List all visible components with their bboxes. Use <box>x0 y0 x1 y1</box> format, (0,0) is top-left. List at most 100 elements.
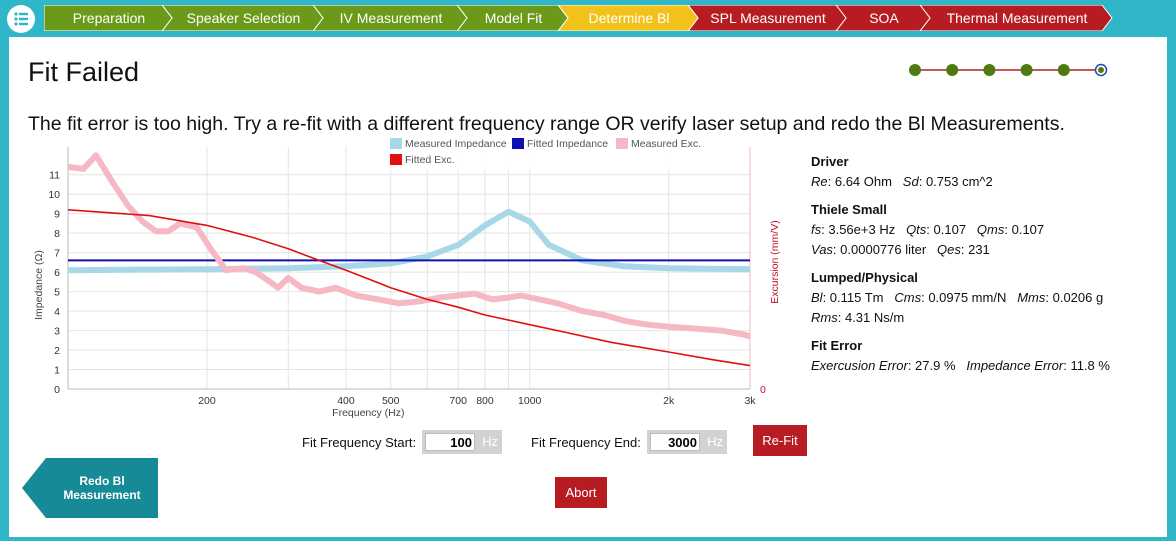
cms-value: 0.0975 mm/N <box>928 290 1007 305</box>
x-tick-label: 3k <box>744 395 756 407</box>
redo-bl-label-line2: Measurement <box>63 488 141 502</box>
step-progress-indicator <box>909 63 1108 77</box>
fit-start-input[interactable] <box>425 433 475 451</box>
y-axis-label: Impedance (Ω) <box>33 250 45 320</box>
y-tick-label: 8 <box>54 228 60 240</box>
x-tick-label: 700 <box>449 395 467 407</box>
x-tick-label: 800 <box>476 395 494 407</box>
y-tick-label: 7 <box>54 248 60 260</box>
progress-dot-done <box>983 64 996 76</box>
lumped-row-2: Rms: 4.31 Ns/m <box>811 310 905 325</box>
list-menu-icon <box>14 12 28 26</box>
y2-tick-label: 0 <box>760 384 766 396</box>
step-label: Preparation <box>72 10 146 26</box>
fit-start-field: Hz <box>422 430 502 454</box>
page-title: Fit Failed <box>28 57 140 87</box>
qts-value: 0.107 <box>933 222 967 237</box>
y-tick-label: 5 <box>54 287 60 299</box>
sd-value: 0.753 cm^2 <box>925 174 993 189</box>
series-line-measured-impedance <box>68 208 750 274</box>
rms-value: 4.31 Ns/m <box>844 310 905 325</box>
series-line-fitted-exc- <box>68 209 750 367</box>
step-label: IV Measurement <box>339 10 443 26</box>
fit-end-label: Fit Frequency End: <box>531 435 641 450</box>
step-label: Thermal Measurement <box>946 10 1088 26</box>
thiele-small-heading: Thiele Small <box>811 202 887 217</box>
x-tick-label: 1000 <box>518 395 542 407</box>
step-speaker-selection[interactable]: Speaker Selection <box>162 5 325 31</box>
ts-row-1: fs: 3.56e+3 Hz Qts: 0.107 Qms: 0.107 <box>811 222 1045 237</box>
step-label: Model Fit <box>484 10 543 26</box>
step-label: SOA <box>869 10 899 26</box>
redo-bl-label-line1: Redo Bl <box>79 474 125 488</box>
y-tick-label: 4 <box>54 306 60 318</box>
legend-entry: Measured Exc. <box>631 138 701 150</box>
progress-dot-done <box>946 64 959 76</box>
step-thermal-measurement[interactable]: Thermal Measurement <box>920 5 1114 31</box>
qes-value: 231 <box>968 242 990 257</box>
step-preparation[interactable]: Preparation <box>44 5 174 31</box>
fs-label: fs <box>811 222 822 237</box>
legend-entry: Fitted Exc. <box>405 154 455 166</box>
rms-label: Rms <box>811 310 838 325</box>
top-navigation-bar: Preparation Speaker Selection IV Measureme… <box>0 0 1176 37</box>
mms-label: Mms <box>1017 290 1046 305</box>
fit-error-row: Exercusion Error: 27.9 % Impedance Error… <box>811 358 1110 373</box>
fit-start-unit: Hz <box>482 434 498 449</box>
bl-value: 0.115 Tm <box>829 290 884 305</box>
redo-bl-label: Redo Bl Measurement <box>46 474 158 502</box>
fit-end-field: Hz <box>647 430 727 454</box>
y-tick-label: 2 <box>54 345 60 357</box>
excursion-error-value: 27.9 % <box>915 358 956 373</box>
redo-bl-measurement-button[interactable]: Redo Bl Measurement <box>22 458 158 518</box>
back-arrow-shape <box>22 458 158 518</box>
fit-end-input[interactable] <box>650 433 700 451</box>
fit-error-heading: Fit Error <box>811 338 863 353</box>
qts-label: Qts <box>906 222 927 237</box>
y-tick-label: 11 <box>49 170 60 182</box>
abort-button[interactable]: Abort <box>555 477 607 508</box>
legend-swatch <box>512 138 524 149</box>
lumped-physical-heading: Lumped/Physical <box>811 270 918 285</box>
progress-dot-done <box>909 64 921 76</box>
excursion-error-label: Exercusion Error <box>811 358 908 373</box>
re-value: 6.64 Ohm <box>834 174 892 189</box>
x-tick-label: 200 <box>198 395 216 407</box>
main-card: Fit Failed The fit error is too high. Tr… <box>9 37 1167 537</box>
impedance-error-label: Impedance Error <box>966 358 1064 373</box>
y2-axis-label: Excursion (mm/V) <box>769 220 780 303</box>
driver-row: Re: 6.64 Ohm Sd: 0.753 cm^2 <box>811 174 993 189</box>
fit-end-unit: Hz <box>707 434 723 449</box>
menu-button[interactable] <box>7 5 35 33</box>
step-spl-measurement[interactable]: SPL Measurement <box>688 5 848 31</box>
step-model-fit[interactable]: Model Fit <box>457 5 570 31</box>
lumped-row-1: Bl: 0.115 Tm Cms: 0.0975 mm/N Mms: 0.020… <box>811 290 1104 305</box>
legend-entry: Fitted Impedance <box>527 138 608 150</box>
step-chevron-shape <box>44 5 173 31</box>
step-label: SPL Measurement <box>710 10 826 26</box>
y-tick-label: 6 <box>54 267 60 279</box>
step-label: Determine Bl <box>588 10 670 26</box>
bl-label: Bl <box>811 290 823 305</box>
progress-dot-current-inner <box>1098 67 1104 73</box>
driver-group: Driver Re: 6.64 Ohm Sd: 0.753 cm^2 <box>811 154 1151 189</box>
vas-label: Vas <box>811 242 833 257</box>
qes-label: Qes <box>937 242 961 257</box>
y-tick-label: 9 <box>54 209 60 221</box>
parameter-panel: Driver Re: 6.64 Ohm Sd: 0.753 cm^2 Thiel… <box>811 154 1151 386</box>
ts-row-2: Vas: 0.0000776 liter Qes: 231 <box>811 242 990 257</box>
refit-button[interactable]: Re-Fit <box>753 425 807 456</box>
progress-dot-done <box>1057 64 1070 76</box>
progress-dot-done <box>1020 64 1033 76</box>
y-tick-label: 3 <box>54 326 60 338</box>
driver-heading: Driver <box>811 154 849 169</box>
step-determine-bl[interactable]: Determine Bl <box>558 5 700 31</box>
step-soa[interactable]: SOA <box>836 5 932 31</box>
x-tick-label: 500 <box>382 395 400 407</box>
fit-failed-message: The fit error is too high. Try a re-fit … <box>28 113 1065 135</box>
step-iv-measurement[interactable]: IV Measurement <box>313 5 469 31</box>
qms-label: Qms <box>976 222 1005 237</box>
legend-entry: Measured Impedance <box>405 138 507 150</box>
legend-background <box>386 138 700 170</box>
y-tick-label: 0 <box>54 384 60 396</box>
